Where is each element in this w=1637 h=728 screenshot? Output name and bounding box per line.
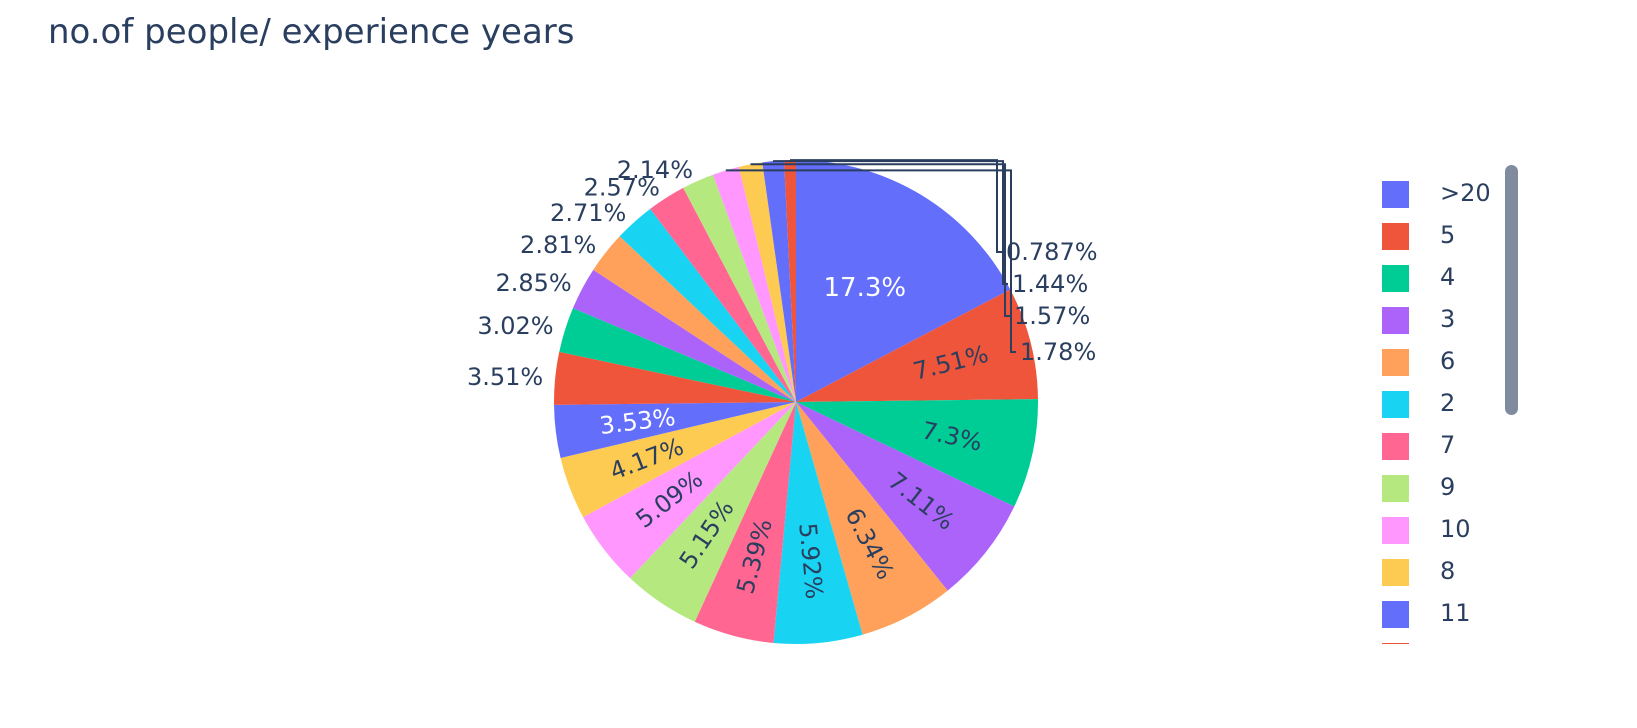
pie-slice[interactable] — [683, 174, 796, 402]
legend-swatch — [1382, 181, 1409, 208]
pie-slice[interactable] — [593, 236, 796, 402]
legend-item[interactable]: 9 — [1370, 472, 1530, 502]
pie-slice[interactable] — [583, 402, 796, 579]
pie-slice[interactable] — [712, 166, 796, 402]
pie-slice-label: 2.57% — [584, 174, 660, 202]
pie-slice-label: 2.85% — [495, 269, 571, 297]
legend-item[interactable]: 4 — [1370, 262, 1530, 292]
legend-item[interactable]: 11 — [1370, 598, 1530, 628]
pie-slice[interactable] — [560, 402, 796, 518]
pie-slice[interactable] — [554, 351, 796, 405]
legend-item[interactable]: 7 — [1370, 430, 1530, 460]
legend-item[interactable]: >20 — [1370, 178, 1530, 208]
pie-slice[interactable] — [559, 308, 796, 402]
legend-swatch — [1382, 475, 1409, 502]
legend: >20 5 4 3 6 2 7 9 10 8 11 — [1370, 168, 1540, 644]
legend-label: 8 — [1440, 557, 1456, 585]
pie-label-connector — [725, 169, 1016, 353]
pie-slice[interactable] — [796, 160, 1011, 402]
chart-title: no.of people/ experience years — [48, 12, 575, 52]
pie-slice[interactable] — [796, 402, 1015, 591]
legend-label: 7 — [1440, 431, 1456, 459]
pie-slice-label: 2.14% — [617, 156, 693, 184]
legend-item[interactable]: 3 — [1370, 304, 1530, 334]
pie-slice[interactable] — [796, 399, 1038, 507]
legend-item[interactable] — [1370, 640, 1530, 644]
pie-slice[interactable] — [762, 160, 796, 402]
legend-swatch — [1382, 391, 1409, 418]
legend-item[interactable]: 10 — [1370, 514, 1530, 544]
pie-label-connectors — [725, 159, 1016, 353]
legend-item[interactable]: 2 — [1370, 388, 1530, 418]
pie-slice-label: 2.71% — [550, 199, 626, 227]
pie-slice[interactable] — [796, 402, 948, 635]
legend-swatch — [1382, 643, 1409, 644]
legend-label: 2 — [1440, 389, 1456, 417]
pie-slice-label: 1.78% — [1020, 338, 1096, 366]
legend-swatch — [1382, 559, 1409, 586]
pie-slice[interactable] — [796, 289, 1038, 402]
legend-item[interactable]: 6 — [1370, 346, 1530, 376]
legend-label: 10 — [1440, 515, 1471, 543]
pie-slice-label: 17.3% — [823, 273, 906, 303]
pie-slice-label: 1.44% — [1012, 270, 1088, 298]
legend-swatch — [1382, 517, 1409, 544]
legend-swatch — [1382, 433, 1409, 460]
legend-scrollbar[interactable] — [1505, 165, 1518, 415]
pie-slice[interactable] — [650, 187, 796, 402]
pie-slices — [554, 160, 1038, 644]
legend-item[interactable]: 8 — [1370, 556, 1530, 586]
pie-slice[interactable] — [619, 208, 796, 402]
pie-slice[interactable] — [784, 160, 796, 402]
legend-label: 3 — [1440, 305, 1456, 333]
legend-swatch — [1382, 265, 1409, 292]
pie-slice[interactable] — [694, 402, 796, 643]
legend-swatch — [1382, 601, 1409, 628]
pie-slice[interactable] — [738, 162, 796, 402]
legend-item[interactable]: 5 — [1370, 220, 1530, 250]
legend-label: 9 — [1440, 473, 1456, 501]
legend-swatch — [1382, 307, 1409, 334]
legend-label: 11 — [1440, 599, 1471, 627]
pie-label-connector — [790, 159, 1002, 253]
pie-slice-label: 3.02% — [477, 312, 553, 340]
legend-swatch — [1382, 349, 1409, 376]
legend-label: 5 — [1440, 221, 1456, 249]
pie-slice[interactable] — [554, 402, 796, 459]
pie-slice[interactable] — [572, 269, 796, 402]
legend-label: 4 — [1440, 263, 1456, 291]
legend-label: 6 — [1440, 347, 1456, 375]
legend-swatch — [1382, 223, 1409, 250]
pie-slice-label: 3.51% — [467, 363, 543, 391]
pie-slice-label: 0.787% — [1006, 238, 1098, 266]
legend-label: >20 — [1440, 179, 1491, 207]
pie-slice[interactable] — [773, 402, 863, 644]
pie-label-connector — [750, 163, 1010, 317]
pie-slice[interactable] — [630, 402, 796, 622]
pie-slice-label: 2.81% — [520, 231, 596, 259]
pie-slice-label: 1.57% — [1014, 302, 1090, 330]
